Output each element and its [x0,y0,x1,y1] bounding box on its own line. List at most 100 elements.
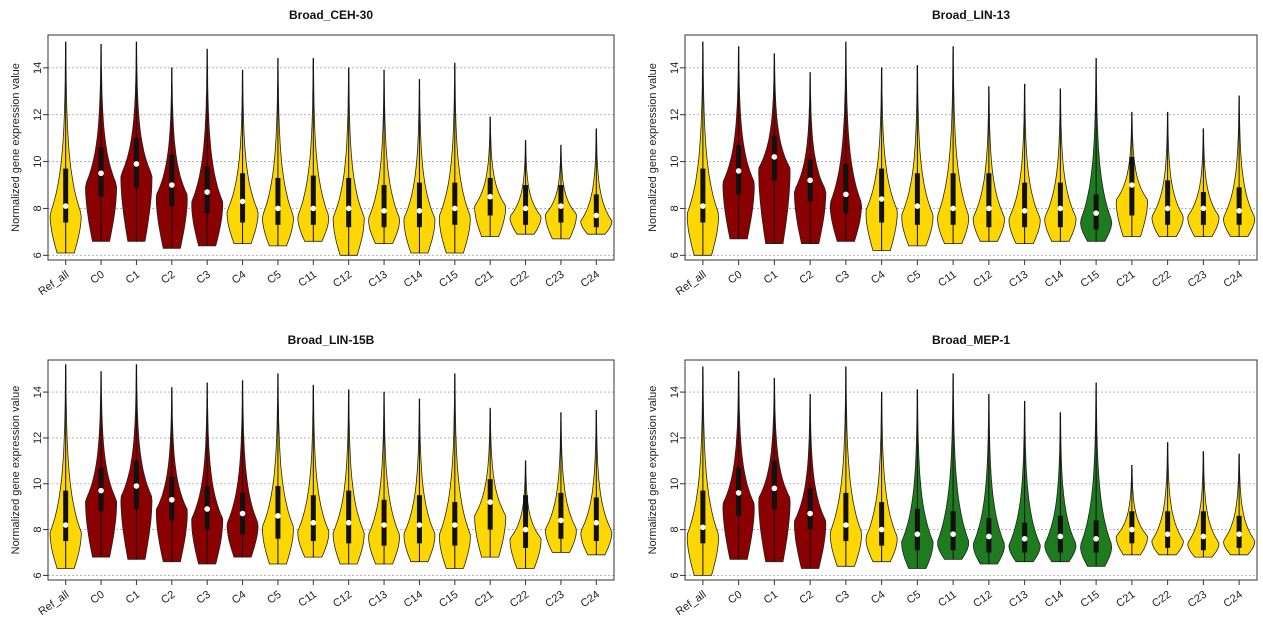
median-dot-C11 [310,519,317,526]
median-dot-C5 [275,513,281,519]
median-dot-C11 [950,531,956,537]
x-tick-label-C21: C21 [472,269,495,290]
x-tick-label-Ref_all: Ref_all [36,269,71,298]
x-tick-label-C13: C13 [366,269,389,290]
x-tick-label-C11: C11 [296,269,319,290]
median-dot-C2 [169,496,175,503]
x-tick-label-C4: C4 [869,589,887,607]
y-tick-label: 10 [669,478,681,490]
y-tick-label: 10 [32,478,44,490]
x-tick-label-C22: C22 [1150,589,1173,610]
box-C5 [914,508,920,551]
median-dot-C1 [133,483,140,489]
x-tick-label-C24: C24 [579,269,602,290]
x-tick-label-C21: C21 [1114,589,1137,610]
x-tick-label-C3: C3 [195,589,213,607]
x-tick-label-Ref_all: Ref_all [674,589,709,618]
chart-title: Broad_LIN-15B [288,333,375,347]
median-dot-C12 [986,205,992,212]
box-C23 [558,492,564,539]
box-C2 [169,154,175,207]
median-dot-C24 [1236,207,1242,214]
box-C24 [1236,187,1242,225]
median-dot-Ref_all [700,203,706,209]
x-tick-label-C14: C14 [402,269,425,290]
y-tick-label: 12 [32,432,44,444]
box-C3 [843,492,849,542]
median-dot-C14 [416,207,423,214]
median-dot-C13 [381,522,387,528]
median-dot-C3 [204,506,210,512]
x-tick-label-C15: C15 [437,589,460,610]
chart-panel-1: Broad_LIN-13 6 8 10 12 14 Normalized gene expr… [647,8,1258,298]
median-dot-C21 [487,499,493,505]
x-tick-label-C2: C2 [159,269,177,287]
x-tick-label-C15: C15 [1078,269,1101,290]
box-C12 [346,177,352,228]
median-dot-C13 [1021,207,1028,214]
box-C22 [1165,180,1171,225]
box-C24 [593,194,599,228]
x-tick-label-C0: C0 [726,269,744,287]
x-tick-label-C23: C23 [543,589,566,610]
median-dot-C4 [878,526,885,533]
median-dot-C5 [914,203,921,209]
x-tick-label-C1: C1 [124,269,142,287]
x-tick-label-C4: C4 [230,269,248,287]
median-dot-C13 [1021,535,1028,542]
y-tick-label: 6 [32,252,44,258]
x-tick-label-C15: C15 [437,269,460,290]
plot-frame [684,34,1258,261]
chart-panel-3: Broad_MEP-1 6 8 10 12 14 Normalized gene expre… [647,333,1258,618]
box-C24 [593,497,599,542]
median-dot-C12 [986,533,992,540]
x-tick-label-C11: C11 [936,589,959,610]
box-Ref_all [63,490,69,542]
y-axis-label: Normalized gene expression value [10,386,22,555]
x-tick-label-C24: C24 [1221,269,1244,290]
x-tick-label-C4: C4 [230,589,248,607]
x-tick-label-C23: C23 [543,269,566,290]
x-tick-label-C3: C3 [833,589,851,607]
x-tick-label-C1: C1 [762,269,780,287]
box-C11 [950,511,956,551]
x-tick-label-C5: C5 [905,589,923,607]
box-C11 [310,175,316,225]
y-tick-label: 14 [669,62,681,74]
median-dot-C2 [807,177,813,184]
x-tick-label-C24: C24 [1221,589,1244,610]
box-C15 [452,182,458,225]
x-tick-label-C1: C1 [124,589,142,607]
x-tick-label-C11: C11 [936,269,959,290]
x-tick-label-C14: C14 [1043,269,1066,290]
median-dot-C1 [133,161,140,167]
x-tick-label-C12: C12 [971,589,994,610]
x-tick-label-C22: C22 [1150,269,1173,290]
box-C23 [1200,511,1206,551]
y-tick-label: 14 [669,386,681,398]
x-tick-label-C22: C22 [508,269,531,290]
x-tick-label-Ref_all: Ref_all [674,269,709,298]
box-C4 [879,502,885,546]
median-dot-C13 [381,207,387,214]
chart-title: Broad_CEH-30 [289,8,373,22]
x-tick-label-C11: C11 [296,589,319,610]
box-C5 [275,486,281,539]
y-tick-label: 8 [669,205,681,211]
median-dot-C0 [98,487,104,494]
box-Ref_all [63,168,69,223]
x-tick-label-C12: C12 [331,589,354,610]
x-tick-label-C23: C23 [1186,269,1209,290]
box-C11 [310,495,316,542]
median-dot-C3 [843,522,849,528]
median-dot-C23 [558,203,564,209]
box-C22 [1165,511,1171,548]
x-tick-label-C14: C14 [1043,589,1066,610]
median-dot-C11 [950,205,956,212]
chart-title: Broad_LIN-13 [932,8,1010,22]
box-C22 [523,495,529,548]
median-dot-C15 [452,205,458,212]
median-dot-C0 [735,490,742,496]
x-tick-label-C2: C2 [797,589,815,607]
median-dot-C15 [452,522,458,528]
